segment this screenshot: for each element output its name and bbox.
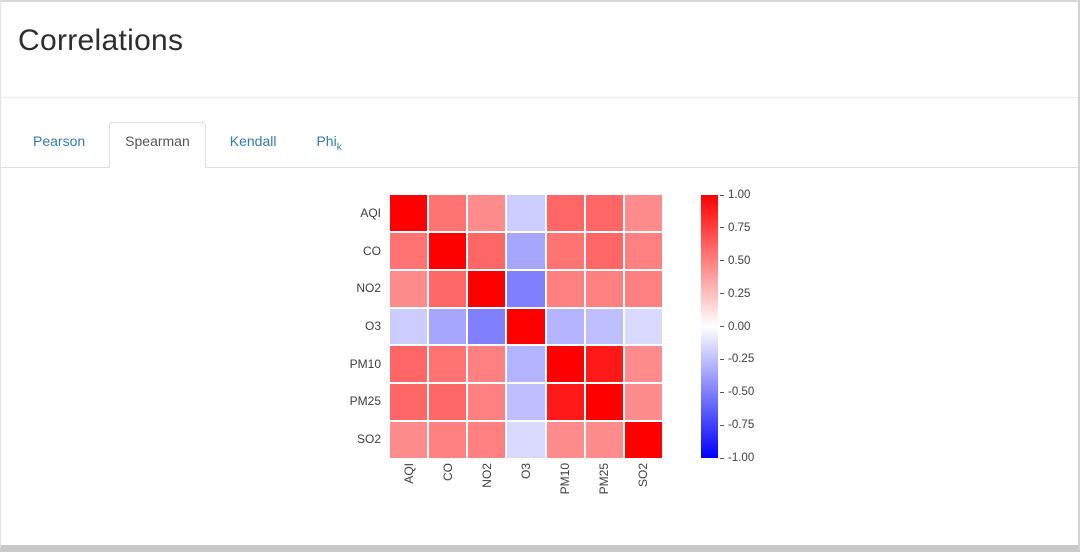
heatmap-cell-pm25-so2 xyxy=(624,384,662,421)
heatmap-cell-no2-o3 xyxy=(507,270,545,307)
heatmap-cell-co-pm25 xyxy=(585,232,623,269)
heatmap-cell-pm10-no2 xyxy=(468,346,506,383)
heatmap-cell-co-co xyxy=(429,232,467,269)
heatmap-cell-aqi-no2 xyxy=(468,195,506,231)
y-axis-label-co: CO xyxy=(363,243,381,258)
heatmap-cell-so2-pm10 xyxy=(546,422,584,458)
y-axis-label-pm25: PM25 xyxy=(349,394,381,409)
colorbar-tick-mark xyxy=(720,358,724,360)
heatmap-cell-pm25-o3 xyxy=(507,384,545,421)
tab-label-subscript: k xyxy=(336,141,342,153)
tab-phik[interactable]: Phik xyxy=(300,122,357,167)
y-axis-label-so2: SO2 xyxy=(356,431,381,446)
heatmap-cell-aqi-so2 xyxy=(624,195,662,231)
colorbar-tick-mark xyxy=(720,326,724,327)
x-axis-label-pm25: PM25 xyxy=(596,463,611,495)
heatmap-cell-aqi-pm10 xyxy=(546,195,584,231)
heatmap-cell-no2-pm10 xyxy=(546,270,584,307)
heatmap-cell-so2-co xyxy=(429,422,467,458)
heatmap-cell-pm10-co xyxy=(429,346,467,383)
colorbar-tick-label: 0.00 xyxy=(728,320,751,333)
heatmap-cell-so2-pm25 xyxy=(585,422,623,458)
heatmap-cell-o3-o3 xyxy=(507,308,545,345)
heatmap-cell-pm25-pm10 xyxy=(546,384,584,421)
colorbar-tick-label: 0.50 xyxy=(728,254,751,267)
heatmap-cell-so2-no2 xyxy=(468,422,506,458)
y-axis-label-no2: NO2 xyxy=(356,281,381,296)
heatmap-cell-so2-aqi xyxy=(390,422,428,458)
x-axis-label-aqi: AQI xyxy=(402,463,417,484)
colorbar-tick-mark xyxy=(720,293,724,295)
heatmap-cell-no2-co xyxy=(429,270,467,307)
x-axis-label-pm10: PM10 xyxy=(557,463,572,495)
x-axis-label-co: CO xyxy=(441,463,456,481)
heatmap-cell-o3-aqi xyxy=(390,308,428,345)
tab-label: Spearman xyxy=(125,133,190,149)
heatmap-cell-co-no2 xyxy=(468,232,506,269)
page-title: Correlations xyxy=(18,24,184,57)
x-axis-label-o3: O3 xyxy=(519,463,533,480)
heatmap-cell-aqi-pm25 xyxy=(585,195,623,231)
heatmap-cell-co-pm10 xyxy=(546,232,584,269)
tab-pearson[interactable]: Pearson xyxy=(17,122,101,167)
heatmap-cell-pm10-pm25 xyxy=(585,346,623,383)
heatmap-cell-co-o3 xyxy=(507,232,545,269)
colorbar-tick-label: -0.50 xyxy=(728,386,755,399)
colorbar-tick-label: -0.75 xyxy=(728,419,755,432)
heatmap-cell-pm25-aqi xyxy=(390,384,428,421)
correlation-heatmap xyxy=(390,195,662,458)
colorbar-tick-label: -1.00 xyxy=(728,452,755,464)
heatmap-cell-no2-no2 xyxy=(468,270,506,307)
colorbar-tick-mark xyxy=(720,457,724,459)
tab-kendall[interactable]: Kendall xyxy=(214,122,293,167)
heatmap-cell-pm10-o3 xyxy=(507,346,545,383)
heatmap-cell-aqi-o3 xyxy=(507,195,545,231)
heatmap-cell-no2-aqi xyxy=(390,270,428,307)
heatmap-cell-pm25-no2 xyxy=(468,384,506,421)
x-axis-label-so2: SO2 xyxy=(635,463,650,488)
colorbar-tick-mark xyxy=(720,194,724,196)
heatmap-cell-aqi-aqi xyxy=(390,195,428,231)
y-axis-label-pm10: PM10 xyxy=(349,356,381,371)
tab-label: Phi xyxy=(316,133,337,149)
colorbar-tick-label: 1.00 xyxy=(728,189,751,201)
heatmap-cell-co-aqi xyxy=(390,232,428,269)
colorbar-tick-label: 0.25 xyxy=(728,287,751,300)
tab-spearman[interactable]: Spearman xyxy=(109,122,206,168)
heatmap-cell-o3-no2 xyxy=(468,308,506,345)
y-axis-label-aqi: AQI xyxy=(360,206,381,221)
correlation-tabs: Pearson Spearman Kendall Phik xyxy=(1,122,1078,168)
heatmap-cell-no2-pm25 xyxy=(585,270,623,307)
heatmap-cell-co-so2 xyxy=(624,232,662,269)
colorbar-tick-label: -0.25 xyxy=(728,353,755,366)
header-divider xyxy=(1,97,1078,98)
heatmap-cell-o3-so2 xyxy=(624,308,662,345)
x-axis-label-no2: NO2 xyxy=(480,463,495,488)
heatmap-cell-o3-co xyxy=(429,308,467,345)
heatmap-cell-no2-so2 xyxy=(624,270,662,307)
colorbar-tick-mark xyxy=(720,424,724,426)
heatmap-cell-aqi-co xyxy=(429,195,467,231)
colorbar-gradient xyxy=(701,195,718,458)
y-axis-label-o3: O3 xyxy=(364,319,381,333)
heatmap-cell-so2-o3 xyxy=(507,422,545,458)
colorbar-tick-mark xyxy=(720,260,724,262)
colorbar-tick-mark xyxy=(720,227,724,229)
tab-label: Kendall xyxy=(229,133,277,149)
tab-label: Pearson xyxy=(33,133,86,149)
heatmap-cell-pm10-pm10 xyxy=(546,346,584,383)
heatmap-cell-o3-pm25 xyxy=(585,308,623,345)
heatmap-cell-pm25-co xyxy=(429,384,467,421)
heatmap-cell-so2-so2 xyxy=(624,422,662,458)
heatmap-cell-pm10-aqi xyxy=(390,346,428,383)
heatmap-cell-pm25-pm25 xyxy=(585,384,623,421)
heatmap-cell-o3-pm10 xyxy=(546,308,584,345)
colorbar-tick-label: 0.75 xyxy=(728,221,751,234)
colorbar-tick-mark xyxy=(720,391,724,393)
heatmap-cell-pm10-so2 xyxy=(624,346,662,383)
